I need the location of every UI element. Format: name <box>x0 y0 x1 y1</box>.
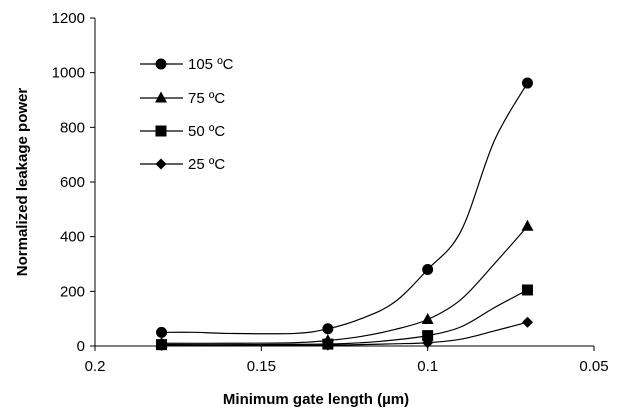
data-point-triangle <box>421 312 434 324</box>
y-axis-title: Normalized leakage power <box>14 88 31 277</box>
data-point-square <box>422 330 434 342</box>
legend-label-circle: 105 ºC <box>188 56 234 73</box>
y-tick-label: 200 <box>60 283 85 300</box>
x-tick-label: 0.05 <box>579 358 608 375</box>
data-point-circle <box>322 323 334 335</box>
y-tick-label: 400 <box>60 229 85 246</box>
data-point-diamond <box>322 339 334 351</box>
legend-marker-triangle <box>155 91 167 103</box>
legend-marker-circle <box>155 58 167 70</box>
legend-label-triangle: 75 ºC <box>188 90 225 107</box>
data-point-square <box>521 284 533 296</box>
x-axis-title: Minimum gate length (µm) <box>223 391 409 408</box>
legend-label-square: 50 ºC <box>188 123 225 140</box>
legend-marker-square <box>155 125 167 137</box>
series-line-triangle <box>161 225 528 344</box>
y-tick-label: 600 <box>60 174 85 191</box>
x-tick-label: 0.2 <box>85 358 106 375</box>
y-tick-labels: 0 200 400 600 800 1000 1200 <box>52 10 95 355</box>
x-tick-label: 0.15 <box>247 358 276 375</box>
legend-label-diamond: 25 ºC <box>188 156 225 173</box>
y-tick-label: 1000 <box>52 65 85 82</box>
data-point-diamond <box>156 339 168 351</box>
series-line-diamond <box>161 321 528 347</box>
y-tick-label: 1200 <box>52 10 85 27</box>
y-tick-label: 0 <box>77 338 85 355</box>
legend: 105 ºC 75 ºC 50 ºC 25 ºC <box>140 56 234 173</box>
x-tick-label: 0.1 <box>417 358 438 375</box>
y-tick-label: 800 <box>60 119 85 136</box>
series-markers <box>155 77 534 351</box>
x-tick-labels: 0.2 0.15 0.1 0.05 <box>85 346 609 375</box>
data-point-triangle <box>521 219 534 231</box>
data-point-circle <box>422 263 434 275</box>
axes <box>94 18 594 347</box>
series-line-circle <box>161 82 528 335</box>
data-point-diamond <box>422 337 434 349</box>
data-point-diamond <box>521 316 533 328</box>
series-lines <box>161 82 528 347</box>
legend-marker-diamond <box>155 158 167 170</box>
series-line-square <box>161 289 528 346</box>
data-point-circle <box>521 77 533 89</box>
data-point-circle <box>156 326 168 338</box>
